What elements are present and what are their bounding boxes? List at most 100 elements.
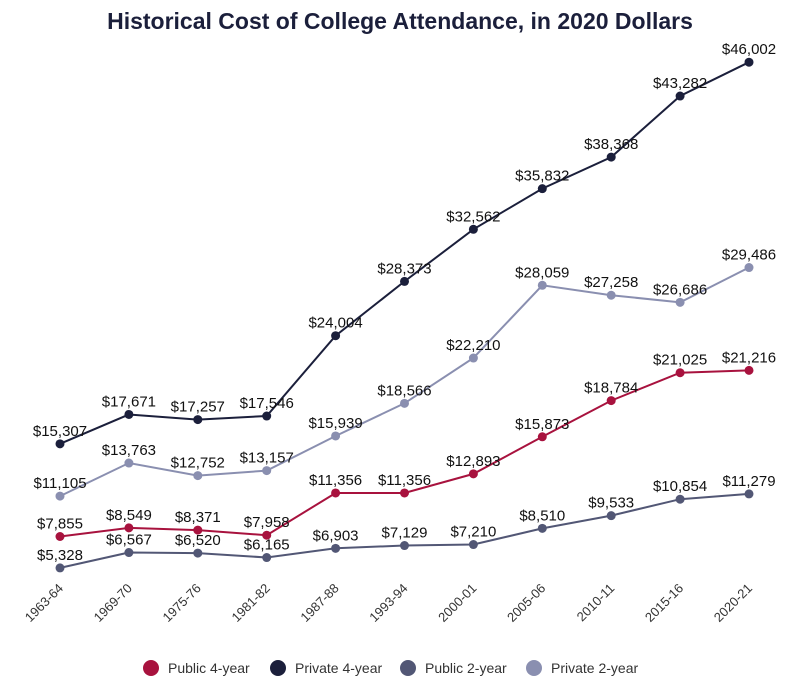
data-label-public-2-year-8: $9,533 [588, 495, 634, 512]
data-label-private-4-year-8: $38,368 [584, 136, 638, 153]
data-point-public-2-year-3 [262, 553, 272, 563]
data-label-public-2-year-3: $6,165 [244, 537, 290, 554]
data-point-public-4-year-10 [744, 365, 754, 375]
data-point-public-2-year-6 [468, 540, 478, 550]
data-point-private-4-year-5 [400, 276, 409, 286]
data-point-public-2-year-7 [537, 523, 547, 533]
legend-swatch-public-2-year [400, 660, 416, 676]
data-label-private-2-year-2: $12,752 [171, 455, 225, 472]
x-tick-label: 1981-82 [228, 581, 272, 625]
legend-swatch-private-4-year [270, 660, 286, 676]
data-label-public-4-year-2: $8,371 [175, 509, 221, 526]
x-tick-label: 2005-06 [504, 581, 548, 625]
data-point-private-2-year-0 [55, 491, 65, 501]
legend-label-private-2-year: Private 2-year [551, 660, 638, 676]
legend-label-private-4-year: Private 4-year [295, 660, 382, 676]
data-label-private-4-year-9: $43,282 [653, 75, 707, 92]
data-point-private-2-year-10 [744, 263, 754, 273]
data-point-public-2-year-10 [744, 489, 754, 499]
x-tick-label: 1993-94 [366, 581, 410, 625]
legend-label-public-4-year: Public 4-year [168, 660, 250, 676]
data-point-private-2-year-2 [193, 471, 203, 481]
data-point-public-4-year-2 [193, 525, 203, 535]
data-label-public-4-year-1: $8,549 [106, 507, 152, 524]
x-tick-label: 2000-01 [435, 581, 479, 625]
data-label-public-2-year-5: $7,129 [382, 525, 428, 542]
data-label-public-2-year-1: $6,567 [106, 532, 152, 549]
data-label-public-4-year-4: $11,356 [309, 472, 362, 489]
data-point-public-2-year-0 [55, 563, 65, 573]
data-label-public-4-year-8: $18,784 [584, 380, 638, 397]
data-point-public-2-year-5 [400, 541, 409, 551]
data-label-public-2-year-7: $8,510 [519, 507, 565, 524]
data-point-public-4-year-7 [537, 432, 547, 442]
data-label-public-4-year-7: $15,873 [515, 416, 569, 433]
data-point-public-2-year-4 [331, 543, 341, 553]
data-label-private-2-year-1: $13,763 [102, 442, 156, 459]
data-point-private-4-year-6 [468, 224, 478, 234]
x-tick-label: 1963-64 [22, 581, 66, 625]
data-point-private-4-year-7 [537, 184, 547, 194]
data-label-private-2-year-3: $13,157 [240, 450, 294, 467]
data-label-private-2-year-7: $28,059 [515, 264, 569, 281]
data-point-private-4-year-9 [675, 91, 685, 101]
x-tick-label: 2015-16 [642, 581, 686, 625]
data-point-private-4-year-3 [262, 411, 272, 421]
data-point-private-2-year-8 [606, 290, 616, 300]
chart-title: Historical Cost of College Attendance, i… [107, 8, 693, 34]
data-label-public-4-year-5: $11,356 [378, 472, 431, 489]
data-point-public-4-year-3 [262, 530, 272, 540]
data-label-public-4-year-9: $21,025 [653, 352, 707, 369]
data-point-public-2-year-9 [675, 494, 685, 504]
data-label-private-2-year-0: $11,105 [33, 475, 86, 492]
x-tick-label: 1987-88 [297, 581, 341, 625]
data-point-public-2-year-2 [193, 548, 203, 558]
data-point-private-2-year-3 [262, 466, 272, 476]
data-label-public-2-year-4: $6,903 [313, 527, 359, 544]
data-point-public-4-year-5 [400, 488, 409, 498]
data-point-public-4-year-9 [675, 368, 685, 378]
legend-label-public-2-year: Public 2-year [425, 660, 507, 676]
data-label-private-2-year-8: $27,258 [584, 274, 638, 291]
x-tick-label: 2010-11 [574, 581, 618, 625]
data-point-private-2-year-5 [400, 398, 409, 408]
data-label-private-4-year-2: $17,257 [171, 399, 225, 416]
data-labels: $7,855 $8,549 $8,371 $7,958 $11,356 $11,356 $1… [33, 41, 776, 564]
data-label-public-2-year-2: $6,520 [175, 532, 221, 549]
data-label-public-4-year-6: $12,893 [446, 453, 500, 470]
data-point-public-2-year-1 [124, 548, 134, 558]
data-point-private-2-year-7 [537, 280, 547, 290]
data-label-private-4-year-6: $32,562 [446, 208, 500, 225]
data-point-private-2-year-4 [331, 431, 341, 441]
data-label-private-2-year-6: $22,210 [446, 337, 500, 354]
data-point-public-4-year-6 [468, 469, 478, 479]
data-point-public-4-year-8 [606, 396, 616, 406]
data-label-private-4-year-5: $28,373 [377, 260, 431, 277]
legend: Public 4-year Private 4-year Public 2-year… [143, 660, 638, 676]
data-point-private-4-year-4 [331, 331, 341, 341]
x-axis-ticks: 1963-64 1969-70 1975-76 1981-82 1987-88 1993-… [22, 581, 755, 625]
data-label-public-4-year-3: $7,958 [244, 514, 290, 531]
data-label-private-4-year-3: $17,546 [240, 395, 294, 412]
data-point-public-4-year-4 [331, 488, 341, 498]
legend-swatch-private-2-year [526, 660, 542, 676]
legend-swatch-public-4-year [143, 660, 159, 676]
data-point-private-2-year-6 [468, 353, 478, 363]
x-tick-label: 1975-76 [160, 581, 204, 625]
data-label-public-4-year-0: $7,855 [37, 516, 83, 533]
data-point-private-4-year-2 [193, 415, 203, 425]
data-point-private-2-year-1 [124, 458, 134, 468]
data-label-private-2-year-10: $29,486 [722, 247, 776, 264]
data-label-private-2-year-5: $18,566 [377, 382, 431, 399]
data-label-private-2-year-9: $26,686 [653, 281, 707, 298]
data-label-public-2-year-10: $11,279 [722, 473, 775, 490]
data-label-private-2-year-4: $15,939 [308, 415, 362, 432]
data-point-public-4-year-1 [124, 523, 134, 533]
data-point-private-4-year-8 [606, 152, 616, 162]
data-points [55, 57, 754, 573]
x-tick-label: 1969-70 [91, 581, 135, 625]
data-point-private-4-year-0 [55, 439, 65, 449]
data-label-public-2-year-9: $10,854 [653, 478, 707, 495]
